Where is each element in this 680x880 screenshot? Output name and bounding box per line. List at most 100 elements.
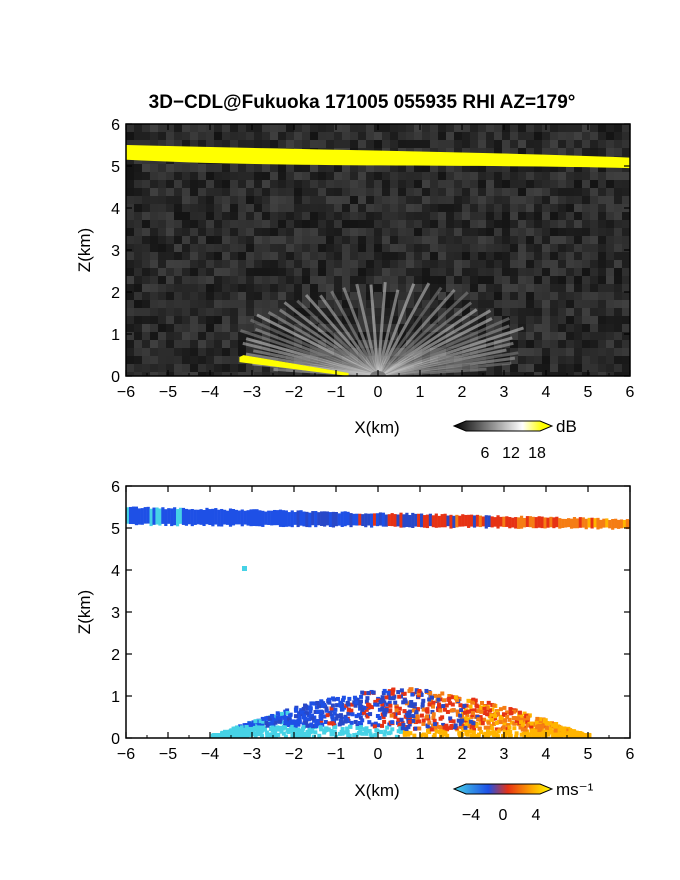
cloud-velocity-column [346, 511, 350, 526]
noise-cell [270, 164, 278, 172]
velocity-cell [359, 725, 364, 730]
velocity-cell [463, 716, 468, 721]
noise-cell [358, 292, 366, 300]
noise-cell [566, 140, 574, 148]
noise-cell [318, 188, 326, 196]
velocity-cell [331, 696, 336, 701]
noise-cell [422, 124, 430, 132]
velocity-cell [406, 732, 411, 737]
noise-cell [406, 332, 414, 340]
noise-cell [214, 244, 222, 252]
cloud-velocity-column [349, 513, 353, 528]
noise-cell [230, 244, 238, 252]
noise-cell [462, 268, 470, 276]
noise-cell [230, 292, 238, 300]
noise-cell [214, 316, 222, 324]
noise-cell [166, 332, 174, 340]
velocity-cell [368, 712, 373, 717]
noise-cell [558, 180, 566, 188]
noise-cell [278, 124, 286, 132]
noise-cell [470, 180, 478, 188]
velocity-cell [478, 717, 483, 722]
noise-cell [238, 292, 246, 300]
noise-cell [214, 292, 222, 300]
noise-cell [534, 212, 542, 220]
noise-cell [294, 140, 302, 148]
top-xtick-label: 1 [416, 384, 425, 401]
noise-cell [454, 204, 462, 212]
noise-cell [398, 268, 406, 276]
velocity-cell [453, 695, 458, 700]
noise-cell [406, 212, 414, 220]
noise-cell [262, 268, 270, 276]
velocity-cell [453, 723, 458, 728]
noise-cell [182, 196, 190, 204]
noise-cell [454, 180, 462, 188]
noise-cell [190, 300, 198, 308]
velocity-cell [402, 732, 407, 737]
noise-cell [190, 244, 198, 252]
velocity-cell [328, 712, 333, 717]
bottom-colorbar: ms⁻¹ −4 0 4 [452, 780, 594, 824]
noise-cell [590, 236, 598, 244]
noise-cell [550, 260, 558, 268]
noise-cell [198, 124, 206, 132]
noise-cell [134, 204, 142, 212]
noise-cell [374, 316, 382, 324]
noise-cell [470, 164, 478, 172]
noise-cell [462, 164, 470, 172]
noise-cell [558, 188, 566, 196]
noise-cell [334, 132, 342, 140]
velocity-cell [494, 732, 499, 737]
velocity-cell [403, 729, 408, 734]
cloud-velocity-column [202, 509, 206, 527]
noise-cell [334, 252, 342, 260]
noise-cell [142, 140, 150, 148]
velocity-cell [483, 725, 488, 730]
clutter-ray [376, 291, 469, 376]
noise-cell [606, 316, 614, 324]
noise-cell [158, 124, 166, 132]
velocity-cell [422, 732, 427, 737]
velocity-cell [487, 712, 492, 717]
noise-cell [318, 180, 326, 188]
noise-cell [606, 228, 614, 236]
velocity-cell [360, 711, 365, 716]
noise-cell [534, 180, 542, 188]
noise-cell [206, 236, 214, 244]
noise-cell [358, 236, 366, 244]
velocity-cell [508, 733, 513, 738]
noise-cell [574, 308, 582, 316]
noise-cell [510, 164, 518, 172]
velocity-cell [235, 733, 240, 738]
velocity-cell [276, 732, 281, 737]
noise-cell [542, 268, 550, 276]
velocity-cell [220, 730, 225, 735]
noise-cell [590, 364, 598, 372]
noise-cell [350, 132, 358, 140]
noise-cell [550, 204, 558, 212]
noise-cell [382, 140, 390, 148]
noise-cell [470, 332, 478, 340]
noise-cell [486, 124, 494, 132]
noise-cell [366, 324, 374, 332]
noise-cell [534, 244, 542, 252]
noise-cell [510, 212, 518, 220]
noise-cell [486, 172, 494, 180]
noise-cell [374, 284, 382, 292]
noise-cell [174, 308, 182, 316]
velocity-cell [369, 734, 374, 738]
velocity-cell [293, 723, 298, 728]
noise-cell [334, 292, 342, 300]
noise-cell [558, 132, 566, 140]
bottom-cloud-layer [126, 506, 630, 530]
noise-cell [590, 180, 598, 188]
noise-cell [582, 276, 590, 284]
noise-cell [214, 188, 222, 196]
noise-cell [150, 180, 158, 188]
noise-cell [534, 204, 542, 212]
noise-cell [350, 316, 358, 324]
noise-cell [494, 172, 502, 180]
noise-cell [278, 140, 286, 148]
velocity-cell [316, 704, 321, 709]
